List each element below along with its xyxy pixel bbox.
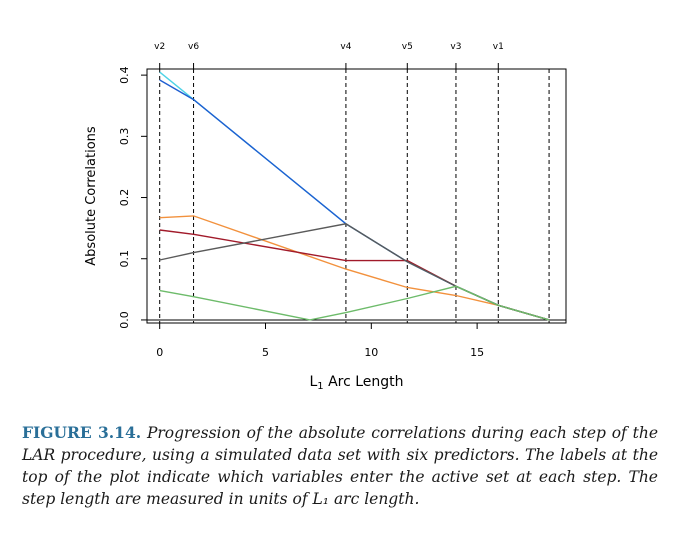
x-tick-label-5: 5 — [262, 346, 269, 359]
x-tick-label-10: 10 — [364, 346, 378, 359]
y-tick-label-0: 0.0 — [118, 311, 131, 329]
y-tick-label-4: 0.4 — [118, 66, 131, 84]
series-line-3 — [159, 215, 550, 321]
y-axis-label: Absolute Correlations — [84, 126, 99, 266]
step-label-v3: v3 — [450, 42, 461, 52]
step-label-v4: v4 — [340, 42, 351, 52]
step-label-v6: v6 — [188, 42, 199, 52]
figure-caption: FIGURE 3.14. Progression of the absolute… — [22, 422, 658, 510]
x-tick-label-0: 0 — [156, 346, 163, 359]
lar-correlation-chart: L1 Arc Length Absolute Correlations 0 5 10… — [84, 42, 567, 392]
figure-label: FIGURE 3.14. — [22, 423, 142, 442]
step-label-v1: v1 — [493, 42, 504, 52]
y-tick-label-1: 0.1 — [118, 250, 131, 268]
series-line-2 — [159, 79, 550, 321]
y-tick-label-2: 0.2 — [118, 189, 131, 207]
series-line-1 — [159, 71, 550, 321]
x-tick-label-15: 15 — [470, 346, 484, 359]
y-tick-label-3: 0.3 — [118, 128, 131, 146]
plot-frame — [146, 68, 567, 324]
figure-caption-text: Progression of the absolute correlations… — [22, 424, 658, 508]
step-label-v2: v2 — [154, 42, 165, 52]
step-label-v5: v5 — [402, 42, 413, 52]
series-line-4 — [159, 229, 550, 321]
x-axis-label: L1 Arc Length — [309, 374, 403, 392]
series-line-6 — [159, 285, 550, 321]
